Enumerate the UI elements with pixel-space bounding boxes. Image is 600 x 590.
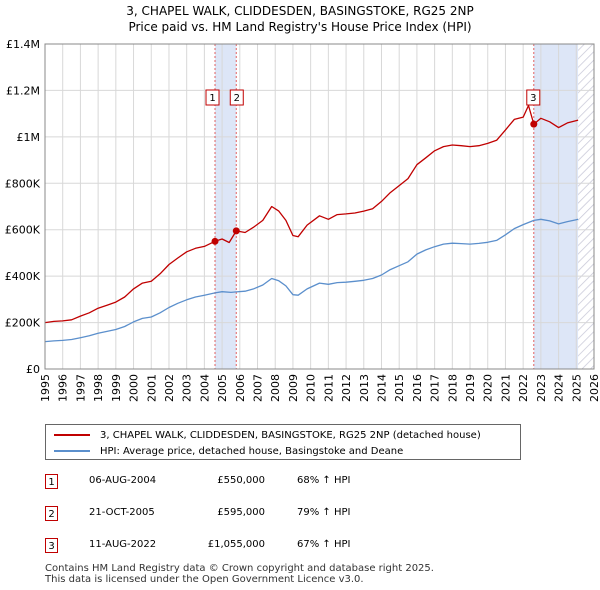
x-tick-label: 2005 (216, 374, 229, 402)
x-tick-label: 2026 (588, 374, 600, 402)
transaction-label-box (526, 89, 541, 106)
y-tick-label: £1M (17, 131, 41, 144)
x-tick-label: 2023 (535, 374, 548, 402)
transaction-date: 11-AUG-2022 (89, 539, 157, 550)
x-tick-label: 2014 (375, 374, 388, 402)
transaction-label-box (229, 89, 244, 106)
footer-attribution: Contains HM Land Registry data © Crown c… (45, 563, 434, 585)
x-tick-label: 2016 (411, 374, 424, 402)
legend-swatch-hpi (54, 450, 90, 452)
transaction-label-box (205, 89, 220, 106)
y-tick-label: £800K (5, 177, 41, 190)
x-tick-label: 2013 (358, 374, 371, 402)
forecast-hatch (578, 44, 594, 369)
transaction-point (232, 227, 240, 235)
y-tick-label: £600K (5, 224, 41, 237)
chart-subtitle: Price paid vs. HM Land Registry's House … (128, 20, 472, 34)
x-tick-label: 2025 (570, 374, 583, 402)
transaction-point (211, 237, 219, 245)
y-tick-label: £200K (5, 317, 41, 330)
transaction-hpi-change: 79% ↑ HPI (297, 507, 351, 518)
x-tick-label: 2022 (517, 374, 530, 402)
hpi-series-line (44, 218, 579, 343)
transaction-label: 3 (530, 93, 536, 104)
y-tick-label: £0 (26, 363, 40, 376)
chart-title: 3, CHAPEL WALK, CLIDDESDEN, BASINGSTOKE,… (126, 4, 474, 18)
x-tick-label: 1998 (92, 374, 105, 402)
x-tick-label: 2019 (464, 374, 477, 402)
transaction-point (530, 120, 538, 128)
x-tick-label: 2018 (446, 374, 459, 402)
x-tick-label: 2010 (305, 374, 318, 402)
transaction-badge: 1 (45, 474, 58, 489)
y-tick-label: £1.4M (6, 38, 40, 51)
x-tick-label: 1996 (57, 374, 70, 402)
x-tick-label: 2008 (269, 374, 282, 402)
transaction-label: 2 (234, 93, 240, 104)
x-tick-label: 1997 (74, 374, 87, 402)
x-tick-label: 2020 (482, 374, 495, 402)
property-series-line (44, 104, 579, 324)
y-tick-label: £1.2M (6, 84, 40, 97)
legend-label-hpi: HPI: Average price, detached house, Basi… (100, 445, 404, 457)
legend-item-property: 3, CHAPEL WALK, CLIDDESDEN, BASINGSTOKE,… (54, 427, 481, 443)
highlight-span (215, 44, 237, 369)
transaction-badge: 2 (45, 506, 58, 521)
legend-label-property: 3, CHAPEL WALK, CLIDDESDEN, BASINGSTOKE,… (100, 429, 481, 441)
transaction-price: £595,000 (217, 507, 265, 518)
x-tick-label: 2009 (287, 374, 300, 402)
x-tick-label: 2006 (234, 374, 247, 402)
chart-legend: 3, CHAPEL WALK, CLIDDESDEN, BASINGSTOKE,… (45, 424, 521, 460)
transaction-price: £1,055,000 (207, 539, 265, 550)
transaction-date: 21-OCT-2005 (89, 507, 155, 518)
x-tick-label: 1995 (39, 374, 52, 402)
x-tick-label: 2021 (499, 374, 512, 402)
footer-line: This data is licensed under the Open Gov… (45, 574, 364, 585)
transaction-price: £550,000 (217, 475, 265, 486)
x-tick-label: 2002 (163, 374, 176, 402)
x-tick-label: 2003 (181, 374, 194, 402)
transaction-date: 06-AUG-2004 (89, 475, 157, 486)
transaction-label: 1 (209, 93, 215, 104)
transaction-hpi-change: 68% ↑ HPI (297, 475, 351, 486)
x-tick-label: 2007 (252, 374, 265, 402)
price-chart: 1 2 3 £0 £200K £400K £600K £800K £1M £1.2M £1.4M 19… (5, 38, 600, 402)
legend-swatch-property (54, 434, 90, 436)
transaction-hpi-change: 67% ↑ HPI (297, 539, 351, 550)
plot-frame (44, 43, 595, 370)
transaction-badge: 3 (45, 538, 58, 553)
x-tick-label: 2012 (340, 374, 353, 402)
x-tick-label: 2004 (198, 374, 211, 402)
legend-item-hpi: HPI: Average price, detached house, Basi… (54, 443, 403, 459)
x-tick-label: 2015 (393, 374, 406, 402)
x-tick-label: 2000 (128, 374, 141, 402)
x-tick-label: 2024 (553, 374, 566, 402)
x-tick-label: 2011 (322, 374, 335, 402)
x-tick-label: 1999 (110, 374, 123, 402)
footer-line: Contains HM Land Registry data © Crown c… (45, 563, 434, 574)
x-tick-label: 2017 (429, 374, 442, 402)
y-tick-label: £400K (5, 270, 41, 283)
x-tick-label: 2001 (145, 374, 158, 402)
